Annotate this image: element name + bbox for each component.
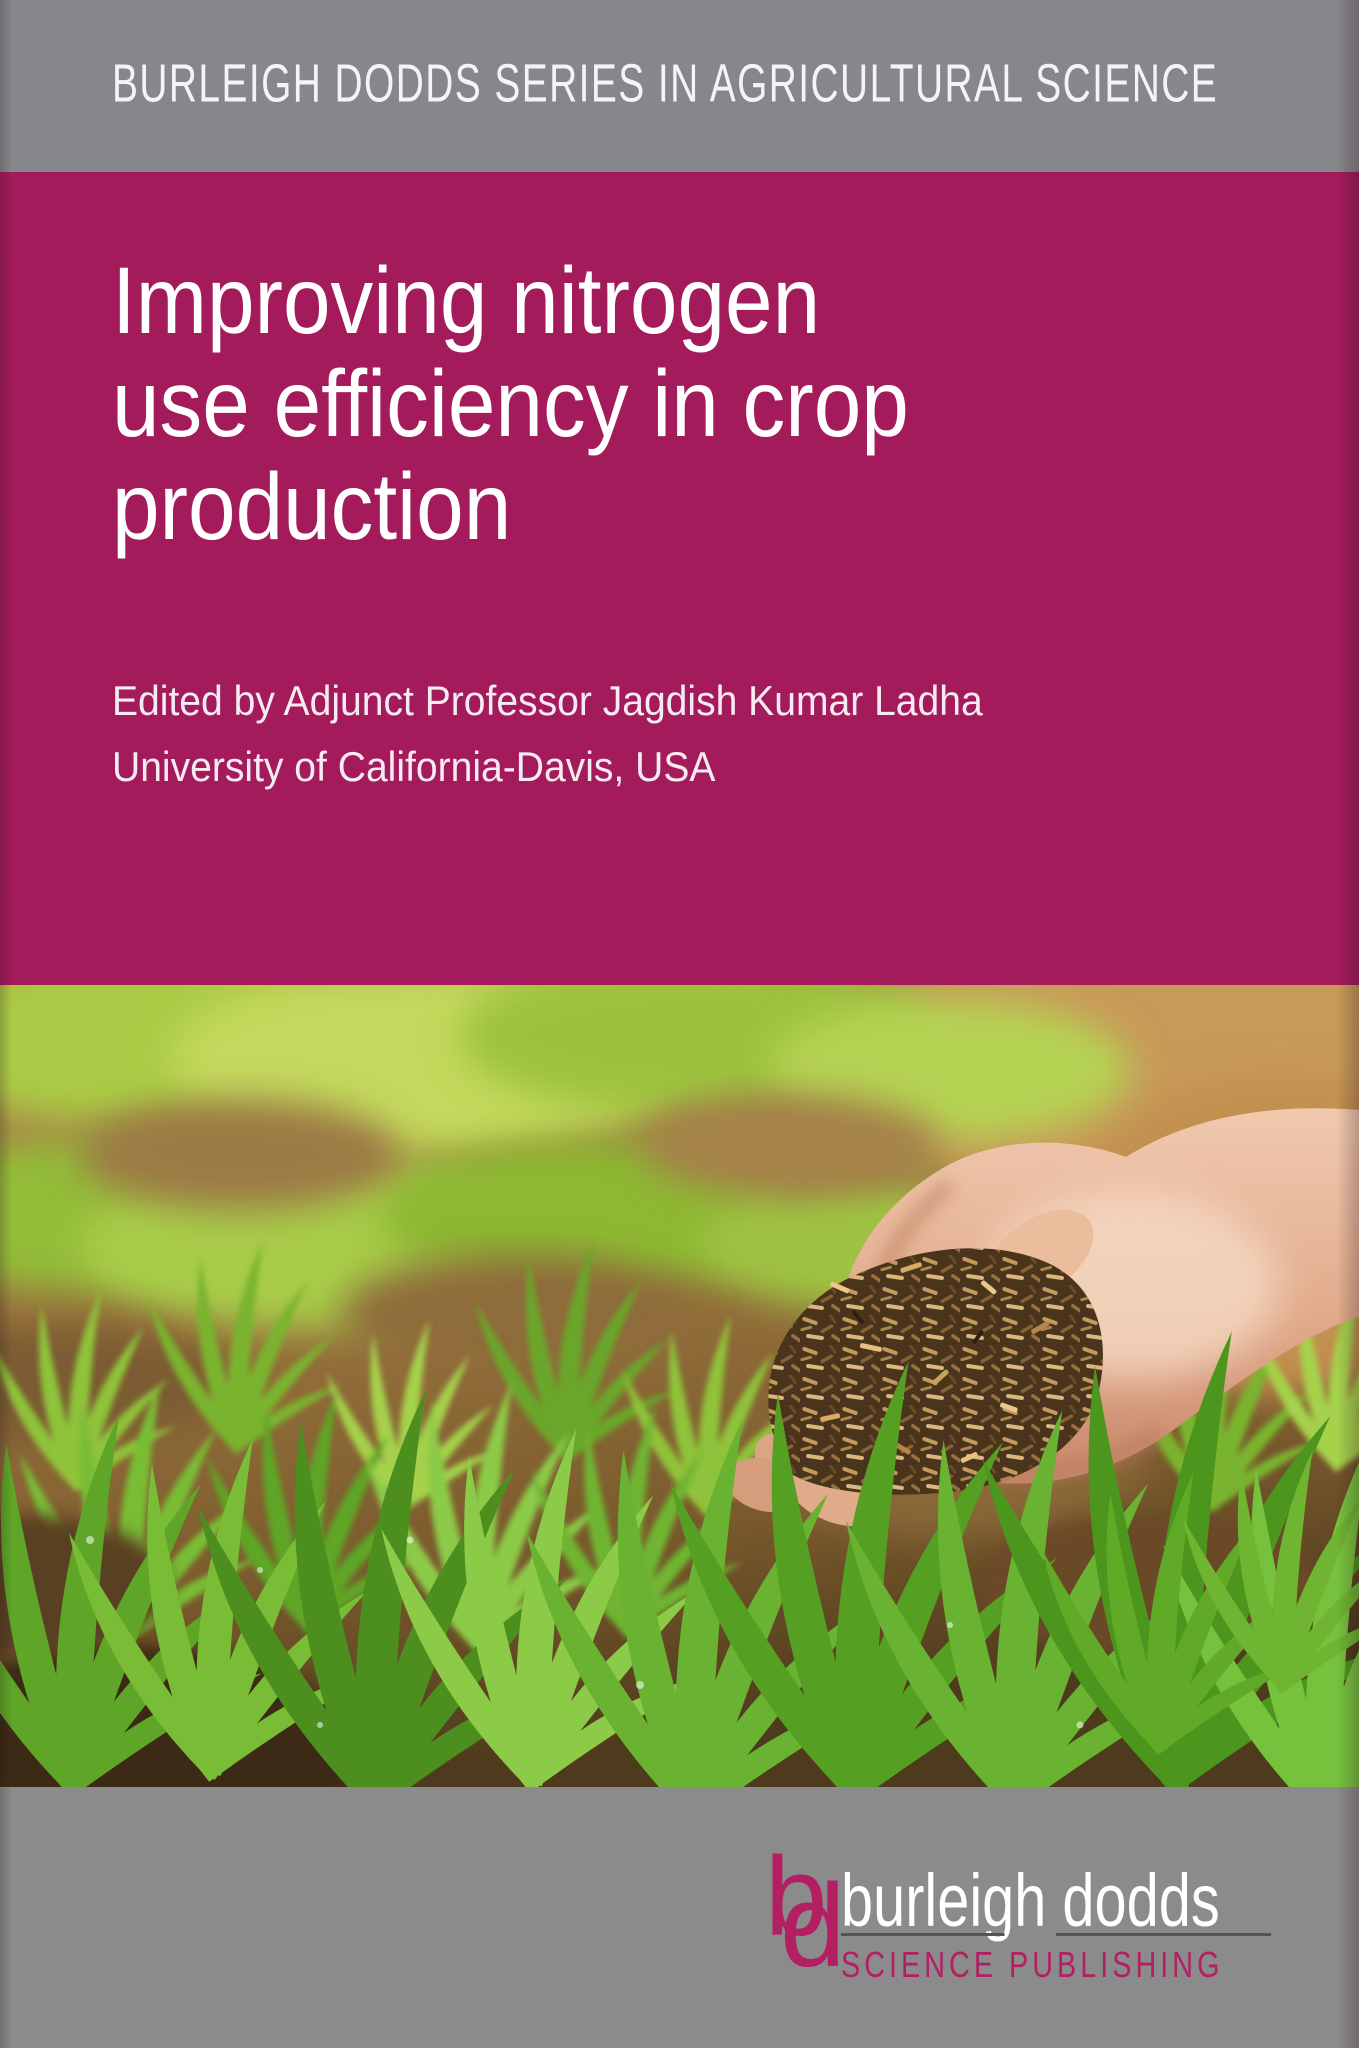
publisher-name: burleigh dodds	[841, 1859, 1220, 1942]
series-band: BURLEIGH DODDS SERIES IN AGRICULTURAL SC…	[0, 0, 1359, 172]
book-title: Improving nitrogen use efficiency in cro…	[112, 250, 909, 559]
logo-divider	[841, 1933, 1271, 1936]
publisher-tagline: SCIENCE PUBLISHING	[841, 1944, 1224, 1985]
publisher-logo: b d burleigh dodds SCIENCE PUBLISHING	[765, 1841, 1295, 2017]
publisher-band: b d burleigh dodds SCIENCE PUBLISHING	[0, 1787, 1359, 2048]
bokeh-dots	[86, 1536, 1084, 1729]
title-line-3: production	[112, 454, 512, 560]
series-title: BURLEIGH DODDS SERIES IN AGRICULTURAL SC…	[112, 53, 1219, 114]
editor-line: Edited by Adjunct Professor Jagdish Kuma…	[112, 677, 983, 724]
title-line-2: use efficiency in crop	[112, 351, 909, 457]
monogram-d-glyph: d	[780, 1860, 846, 1992]
affiliation-line: University of California-Davis, USA	[112, 743, 716, 790]
title-band: Improving nitrogen use efficiency in cro…	[0, 172, 1359, 985]
title-line-1: Improving nitrogen	[112, 248, 821, 354]
monogram-b-glyph: b	[765, 1834, 828, 1959]
byline: Edited by Adjunct Professor Jagdish Kuma…	[112, 668, 983, 800]
seed-pile	[768, 1248, 1103, 1495]
cover-photo	[0, 985, 1359, 1787]
